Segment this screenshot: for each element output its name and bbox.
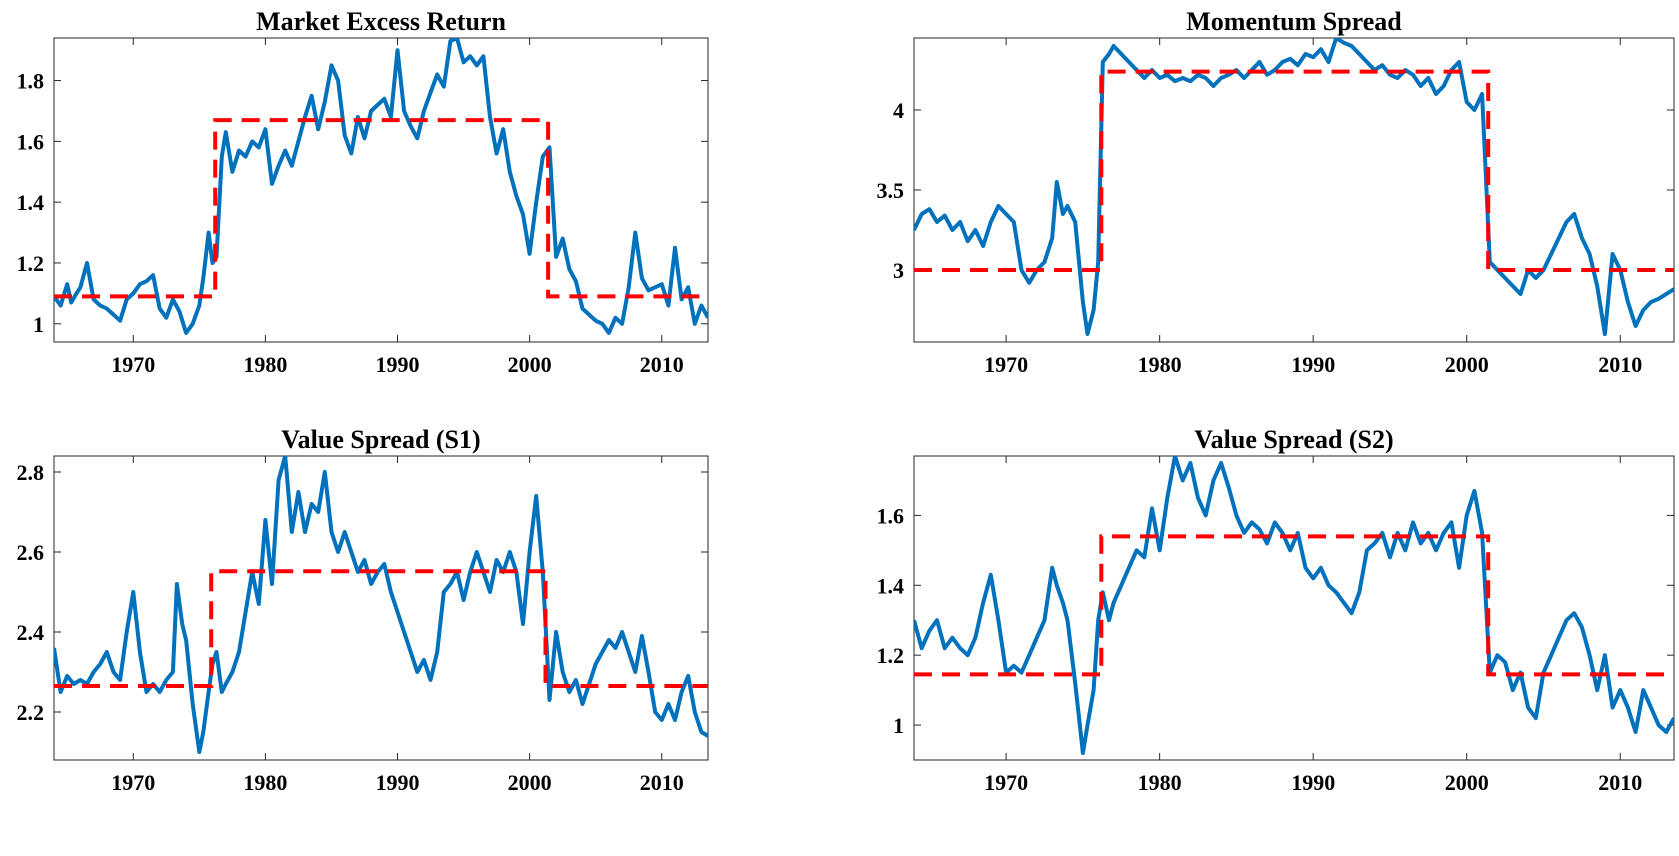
plot-area <box>54 456 708 754</box>
x-tick-label: 2010 <box>640 352 684 377</box>
chart-title: Value Spread (S1) <box>281 425 480 454</box>
regime-mean-line <box>54 569 708 688</box>
chart-title: Value Spread (S2) <box>1194 425 1393 454</box>
panel-value-spread-s1: Value Spread (S1) 1970 1980 1990 2000 2010 2.… <box>17 425 709 795</box>
plot-area <box>54 38 708 335</box>
x-tick-label: 2010 <box>640 770 684 795</box>
regime-mean-line <box>54 118 708 299</box>
y-tick-label: 1 <box>893 713 904 738</box>
chart-title: Market Excess Return <box>256 7 506 36</box>
axes-box <box>53 455 709 761</box>
y-tick-label: 4 <box>893 98 904 123</box>
y-tick-label: 2.8 <box>17 460 45 485</box>
series-line <box>54 456 708 754</box>
series-line <box>914 38 1674 336</box>
y-tick-label: 3 <box>893 258 904 283</box>
x-tick-label: 1990 <box>1291 770 1335 795</box>
panel-market-excess-return: Market Excess Return 1970 1980 1990 2000 201… <box>17 7 709 377</box>
regime-mean-line <box>914 69 1674 272</box>
x-tick-label: 1980 <box>1138 770 1182 795</box>
y-tick-label: 1.8 <box>17 69 45 94</box>
plot-area <box>914 38 1674 336</box>
axes-box <box>913 455 1675 761</box>
x-tick-label: 1970 <box>111 770 155 795</box>
panel-value-spread-s2: Value Spread (S2) 1970 1980 1990 2000 2010 1 1… <box>877 425 1675 795</box>
x-tick-label: 1980 <box>243 352 287 377</box>
x-tick-label: 1970 <box>984 770 1028 795</box>
axes-box <box>913 37 1675 343</box>
y-tick-label: 1.6 <box>17 129 45 154</box>
y-tick-label: 1.4 <box>17 190 45 215</box>
x-tick-label: 2000 <box>1445 352 1489 377</box>
regime-mean-line <box>914 534 1674 677</box>
x-tick-label: 2000 <box>508 352 552 377</box>
y-tick-label: 1.6 <box>877 503 905 528</box>
panel-momentum-spread: Momentum Spread 1970 1980 1990 2000 2010 3 3.5… <box>877 7 1675 377</box>
x-tick-label: 2010 <box>1598 352 1642 377</box>
x-tick-label: 1990 <box>376 352 420 377</box>
y-tick-label: 1.4 <box>877 573 905 598</box>
x-tick-label: 1990 <box>1291 352 1335 377</box>
x-tick-label: 1980 <box>1138 352 1182 377</box>
y-tick-label: 1.2 <box>17 251 45 276</box>
x-tick-label: 2000 <box>1445 770 1489 795</box>
y-tick-label: 1.2 <box>877 643 905 668</box>
y-tick-label: 2.4 <box>17 620 45 645</box>
x-tick-label: 2000 <box>508 770 552 795</box>
x-tick-label: 1970 <box>111 352 155 377</box>
series-line <box>54 38 708 335</box>
x-tick-label: 1970 <box>984 352 1028 377</box>
y-tick-label: 3.5 <box>877 178 905 203</box>
y-tick-label: 2.2 <box>17 700 45 725</box>
x-tick-label: 1980 <box>243 770 287 795</box>
y-tick-label: 2.6 <box>17 540 45 565</box>
x-tick-label: 1990 <box>376 770 420 795</box>
series-line <box>914 456 1674 755</box>
axes-box <box>53 37 709 343</box>
plot-area <box>914 456 1674 755</box>
y-tick-label: 1 <box>33 312 44 337</box>
chart-title: Momentum Spread <box>1186 7 1402 36</box>
x-tick-label: 2010 <box>1598 770 1642 795</box>
